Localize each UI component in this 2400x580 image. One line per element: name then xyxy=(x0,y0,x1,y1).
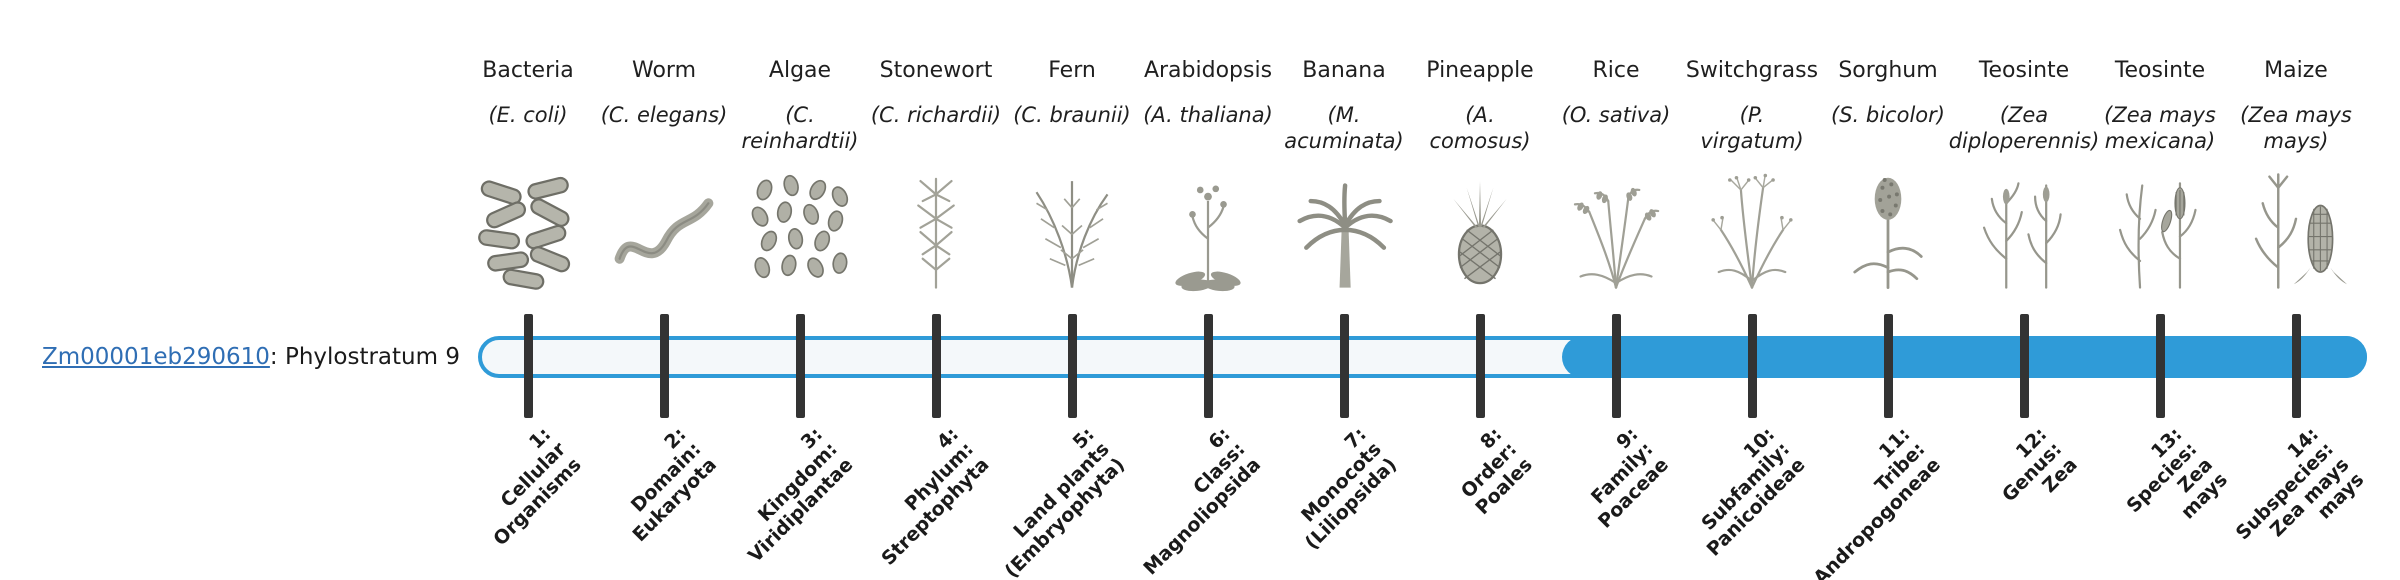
phylostratum-label: 13: Species: Zea mays xyxy=(2109,423,2233,548)
taxon-scientific-name: (Zea diploperennis) xyxy=(1948,103,2100,154)
phylostratum-label: 9: Family: Poaceae xyxy=(1565,423,1674,533)
taxon-common-name: Sorghum xyxy=(1838,58,1938,83)
taxon-common-name: Banana xyxy=(1302,58,1386,83)
rice-icon xyxy=(1554,170,1678,292)
taxon-common-name: Worm xyxy=(631,58,696,83)
taxon-scientific-name: (Zea mays mays) xyxy=(2240,103,2352,154)
taxon-common-name: Bacteria xyxy=(482,58,574,83)
phylostratum-tick xyxy=(2155,314,2165,418)
phylostratum-label: 2: Domain: Eukaryota xyxy=(599,423,721,546)
teosinte-mexicana-icon xyxy=(2098,170,2222,292)
fern-icon xyxy=(1010,170,1134,292)
switchgrass-icon xyxy=(1690,170,1814,292)
phylostratum-label: 1: Cellular Organisms xyxy=(459,423,585,550)
taxon-common-name: Teosinte xyxy=(1978,58,2070,83)
gene-label: Zm00001eb290610: Phylostratum 9 xyxy=(42,344,460,370)
taxon-common-name: Switchgrass xyxy=(1685,58,1819,83)
worm-icon xyxy=(602,170,726,292)
teosinte-diploperennis-icon xyxy=(1962,170,2086,292)
taxon-scientific-name: (M. acuminata) xyxy=(1284,103,1404,154)
stonewort-icon xyxy=(874,170,998,292)
taxon-scientific-name: (C. richardii) xyxy=(870,103,1002,127)
phylostrata-bar-fill xyxy=(1562,336,2367,378)
phylostratum-tick xyxy=(1747,314,1757,418)
phylostratum-tick xyxy=(523,314,533,418)
bacteria-icon xyxy=(466,170,590,292)
phylostratum-label: 3: Kingdom: Viridiplantae xyxy=(714,423,857,567)
phylostratum-label: 7: Monocots (Liliopsida) xyxy=(1271,423,1401,554)
taxon-common-name: Pineapple xyxy=(1426,58,1534,83)
taxon-scientific-name: (S. bicolor) xyxy=(1831,103,1945,127)
taxon-scientific-name: (O. sativa) xyxy=(1561,103,1671,127)
phylostratum-label: 11: Tribe: Andropogoneae xyxy=(1780,423,1945,580)
maize-icon xyxy=(2234,170,2358,292)
taxon-common-name: Algae xyxy=(768,58,832,83)
phylostratum-tick xyxy=(1203,314,1213,418)
phylostratum-tick xyxy=(2019,314,2029,418)
phylostratum-label: 14: Subspecies: Zea mays mays xyxy=(2217,423,2368,575)
taxon-common-name: Teosinte xyxy=(2114,58,2206,83)
sorghum-icon xyxy=(1826,170,1950,292)
phylostratum-tick xyxy=(795,314,805,418)
taxon-common-name: Stonewort xyxy=(879,58,993,83)
phylostratum-tick xyxy=(659,314,669,418)
phylostratum-tick xyxy=(2291,314,2301,418)
phylostratum-tick xyxy=(1475,314,1485,418)
phylostratum-tick xyxy=(931,314,941,418)
taxon-common-name: Fern xyxy=(1048,58,1096,83)
phylostratum-tick xyxy=(1611,314,1621,418)
taxon-scientific-name: (A. comosus) xyxy=(1429,103,1531,154)
taxon-scientific-name: (E. coli) xyxy=(488,103,568,127)
phylostratum-tick xyxy=(1067,314,1077,418)
taxon-common-name: Rice xyxy=(1592,58,1640,83)
arabidopsis-icon xyxy=(1146,170,1270,292)
taxon-scientific-name: (P. virgatum) xyxy=(1700,103,1804,154)
taxon-scientific-name: (A. thaliana) xyxy=(1143,103,1273,127)
taxon-scientific-name: (C. reinhardtii) xyxy=(741,103,859,154)
phylostratum-tick xyxy=(1339,314,1349,418)
phylostratum-label: 5: Land plants (Embryophyta) xyxy=(971,423,1129,580)
taxon-common-name: Arabidopsis xyxy=(1143,58,1273,83)
banana-icon xyxy=(1282,170,1406,292)
taxon-scientific-name: (Zea mays mexicana) xyxy=(2104,103,2216,154)
phylostratum-label: 8: Order: Poales xyxy=(1442,423,1537,519)
algae-icon xyxy=(738,170,862,292)
phylostratum-tick xyxy=(1883,314,1893,418)
phylostratum-text: : Phylostratum 9 xyxy=(269,344,460,370)
taxon-scientific-name: (C. elegans) xyxy=(600,103,728,127)
pineapple-icon xyxy=(1418,170,1542,292)
gene-id-link[interactable]: Zm00001eb290610 xyxy=(42,344,270,370)
phylostratum-label: 4: Phylum: Streptophyta xyxy=(847,423,993,570)
taxon-scientific-name: (C. braunii) xyxy=(1013,103,1131,127)
phylostratum-label: 12: Genus: Zea xyxy=(1983,423,2081,522)
taxon-common-name: Maize xyxy=(2264,58,2328,83)
phylostratum-label: 6: Class: Magnoliopsida xyxy=(1110,423,1265,579)
